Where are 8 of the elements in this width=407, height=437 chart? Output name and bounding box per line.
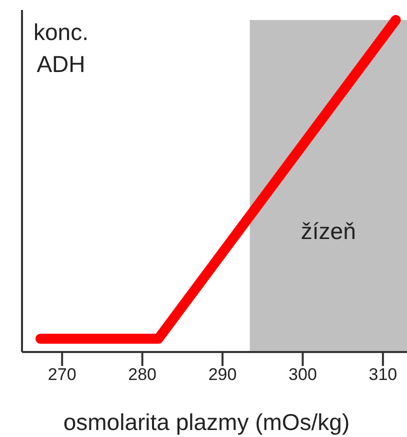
x-axis-title: osmolarita plazmy (mOs/kg): [63, 409, 350, 435]
x-tick-label: 270: [48, 365, 76, 384]
x-tick-label: 300: [288, 365, 317, 384]
x-tick-label: 310: [368, 365, 398, 384]
y-axis-title: konc. ADH: [34, 19, 88, 77]
x-tick-label: 280: [128, 365, 156, 384]
x-tick-label: 290: [208, 365, 237, 384]
band-label: žízeň: [300, 218, 356, 244]
